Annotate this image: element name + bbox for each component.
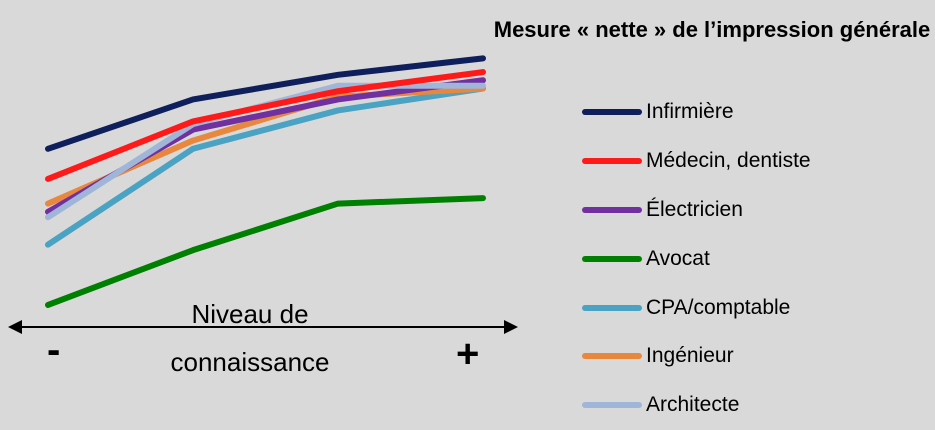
legend-title: Mesure « nette » de l’impression général… (493, 17, 931, 42)
legend-item: Infirmière (582, 88, 811, 137)
series-line-cpa-comptable (45, 85, 486, 248)
series-line-infirmiere (45, 55, 486, 152)
x-axis-max-label: + (456, 332, 480, 376)
x-axis-label: Niveau de connaissance (170, 299, 330, 377)
line-chart (8, 55, 518, 334)
legend-label: Ingénieur (646, 344, 734, 368)
legend: Infirmière Médecin, dentiste Électricien Av… (582, 88, 811, 430)
legend-swatch (582, 255, 642, 262)
x-axis-min-label: - (47, 328, 61, 372)
legend-label: Avocat (646, 246, 710, 270)
legend-item: Électricien (582, 186, 811, 235)
legend-label: Médecin, dentiste (646, 149, 811, 173)
series-lines (45, 55, 486, 308)
legend-item: Médecin, dentiste (582, 137, 811, 186)
legend-swatch (582, 109, 642, 116)
legend-label: Électricien (646, 197, 743, 221)
legend-swatch (582, 304, 642, 311)
legend-label: Architecte (646, 393, 740, 417)
x-axis-right-arrowhead (504, 320, 518, 334)
legend-swatch (582, 158, 642, 165)
legend-swatch (582, 353, 642, 360)
legend-item: Ingénieur (582, 332, 811, 381)
legend-label: CPA/comptable (646, 295, 791, 319)
legend-item: CPA/comptable (582, 283, 811, 332)
series-line-avocat (45, 195, 486, 308)
legend-item: Avocat (582, 234, 811, 283)
x-axis-left-arrowhead (8, 320, 22, 334)
legend-label: Infirmière (646, 100, 734, 124)
series-line-medecin-dentiste (45, 69, 486, 182)
x-axis (8, 320, 518, 334)
legend-swatch (582, 402, 642, 409)
legend-item: Architecte (582, 381, 811, 430)
legend-swatch (582, 206, 642, 213)
